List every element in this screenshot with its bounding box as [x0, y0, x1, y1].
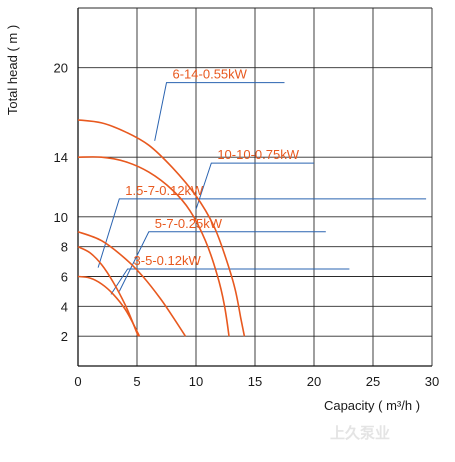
y-tick-label-4: 10 — [54, 210, 68, 225]
x-tick-label-5: 25 — [366, 374, 380, 389]
curve-label-0: 6-14-0.55kW — [173, 67, 248, 82]
y-tick-label-0: 2 — [61, 329, 68, 344]
curve-label-2: 1.5-7-0.12kW — [125, 183, 204, 198]
leader-line-0 — [154, 82, 285, 141]
x-axis-title: Capacity ( m³/h ) — [324, 398, 420, 413]
curve-label-3: 5-7-0.25kW — [155, 216, 223, 231]
x-tick-label-2: 10 — [189, 374, 203, 389]
curve-3 — [77, 231, 187, 337]
axes — [77, 8, 432, 367]
y-tick-label-1: 4 — [61, 299, 68, 314]
y-tick-label-6: 20 — [54, 61, 68, 76]
curve-labels: 6-14-0.55kW 10-10-0.75kW 1.5-7-0.12kW 5-7-0… — [125, 67, 299, 268]
curve-label-4: 3-5-0.12kW — [134, 253, 202, 268]
curve-0 — [77, 119, 246, 337]
y-tick-label-5: 14 — [54, 150, 68, 165]
curve-1 — [77, 156, 230, 337]
leader-line-2 — [97, 198, 427, 268]
y-tick-label-2: 6 — [61, 270, 68, 285]
y-axis-title: Total head ( m ) — [5, 25, 20, 115]
x-tick-label-3: 15 — [248, 374, 262, 389]
curve-label-1: 10-10-0.75kW — [217, 147, 299, 162]
leader-line-4 — [110, 268, 350, 295]
x-tick-label-4: 20 — [307, 374, 321, 389]
y-tick-labels: 2 4 6 8 10 14 20 — [54, 61, 68, 344]
label-leader-lines — [97, 82, 427, 295]
grid — [77, 7, 433, 366]
leader-line-3 — [118, 231, 326, 292]
x-tick-labels: 0 5 10 15 20 25 30 — [74, 374, 439, 389]
performance-curves — [77, 119, 246, 337]
curve-4 — [77, 275, 141, 337]
leader-line-1 — [195, 162, 314, 210]
watermark-text: 上久泵业 — [330, 424, 390, 442]
x-tick-label-6: 30 — [425, 374, 439, 389]
curve-2 — [77, 245, 139, 337]
x-tick-label-1: 5 — [133, 374, 140, 389]
x-tick-label-0: 0 — [74, 374, 81, 389]
y-tick-label-3: 8 — [61, 240, 68, 255]
